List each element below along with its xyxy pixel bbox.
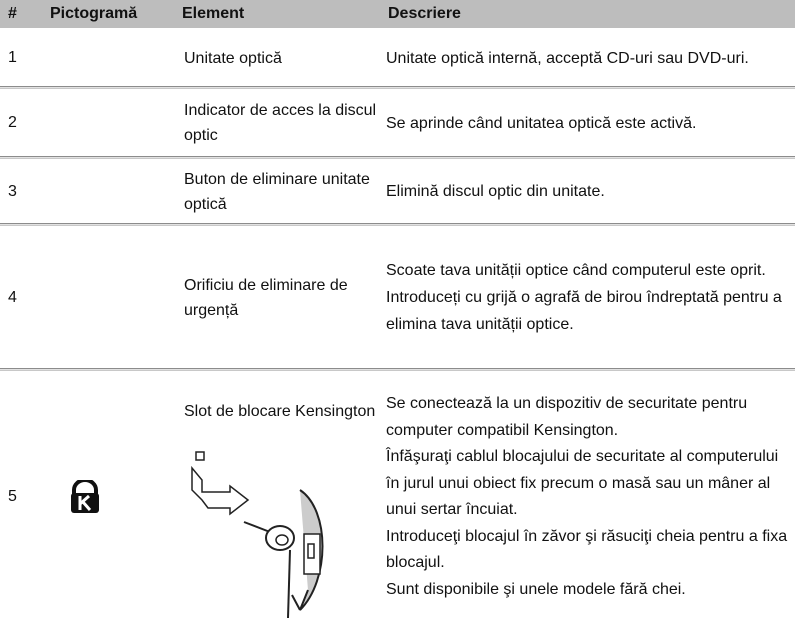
row-number: 5 bbox=[8, 488, 17, 505]
row-number: 3 bbox=[8, 182, 17, 200]
element-name: Slot de blocare Kensington bbox=[184, 402, 376, 420]
row-separator bbox=[0, 86, 795, 89]
description-paragraph: Se conectează la un dispozitiv de securi… bbox=[386, 395, 748, 439]
header-cell: # bbox=[8, 5, 17, 22]
row-number: 1 bbox=[8, 49, 17, 66]
header-cell: Element bbox=[182, 5, 245, 22]
description-paragraph: Sunt disponibile şi unele modele fără ch… bbox=[386, 580, 686, 598]
description-paragraph: Elimină discul optic din unitate. bbox=[386, 183, 605, 200]
description: Unitate optică internă, acceptă CD-uri s… bbox=[386, 28, 791, 88]
description: Scoate tava unității optice când compute… bbox=[386, 225, 791, 370]
description-paragraph: Înfăşuraţi cablul blocajului de securita… bbox=[386, 448, 779, 518]
row-number: 2 bbox=[8, 114, 17, 131]
row-separator bbox=[0, 223, 795, 226]
description-paragraph: Unitate optică internă, acceptă CD-uri s… bbox=[386, 49, 749, 67]
header-row bbox=[0, 0, 795, 28]
description: Elimină discul optic din unitate. bbox=[386, 158, 791, 225]
row-separator bbox=[0, 156, 795, 159]
description-paragraph: Introduceți cu grijă o agrafă de birou î… bbox=[386, 289, 782, 333]
description: Se conectează la un dispozitiv de securi… bbox=[386, 370, 791, 624]
row-number: 4 bbox=[8, 288, 17, 306]
header-cell: Pictogramă bbox=[50, 5, 138, 22]
element-name: Orificiu de eliminare de urgență bbox=[184, 276, 348, 319]
element-name: Indicator de acces la discul optic bbox=[184, 102, 377, 144]
lock-illustration bbox=[191, 451, 324, 619]
description-paragraph: Se aprinde când unitatea optică este act… bbox=[386, 114, 697, 132]
row-separator bbox=[0, 368, 795, 371]
description: Se aprinde când unitatea optică este act… bbox=[386, 88, 791, 158]
element-name: Unitate optică bbox=[184, 49, 282, 67]
kensington-icon bbox=[71, 480, 99, 513]
element-name: Buton de eliminare unitate optică bbox=[184, 170, 370, 213]
header-cell: Descriere bbox=[388, 5, 461, 22]
description-paragraph: Scoate tava unității optice când compute… bbox=[386, 262, 766, 279]
description-paragraph: Introduceţi blocajul în zăvor şi răsuciţ… bbox=[386, 527, 788, 572]
